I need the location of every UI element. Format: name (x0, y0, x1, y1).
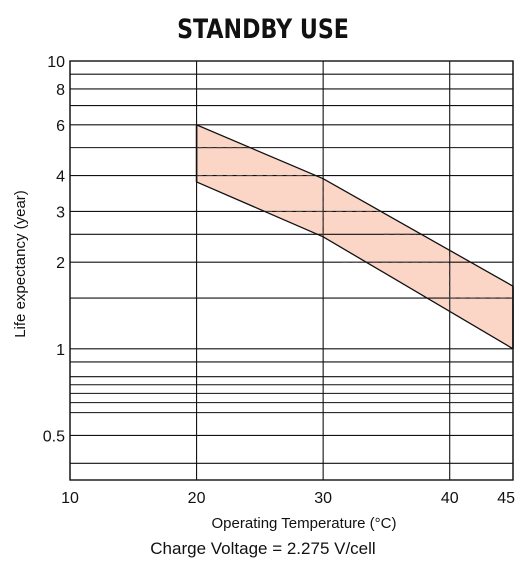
y-tick-label: 4 (56, 169, 65, 186)
x-tick-label: 40 (441, 490, 459, 507)
x-tick-label: 20 (188, 490, 206, 507)
reference-lines-layer (196, 147, 513, 312)
life-band (196, 124, 514, 349)
plot-frame (69, 60, 514, 481)
y-tick-label: 0.5 (43, 428, 65, 445)
chart-title: STANDBY USE (177, 14, 349, 45)
x-tick-label: 30 (314, 490, 332, 507)
y-tick-label: 1 (56, 342, 65, 359)
y-tick-label: 8 (56, 82, 65, 99)
x-axis-label: Operating Temperature (°C) (212, 515, 397, 532)
y-axis-label: Life expectancy (year) (12, 190, 29, 338)
life-band-layer (196, 124, 514, 349)
y-tick-label: 10 (47, 54, 65, 71)
x-tick-label: 10 (61, 490, 79, 507)
band-upper-edge (196, 124, 514, 287)
grid-layer (69, 60, 514, 481)
band-outline-layer (195, 124, 514, 350)
x-tick-label: 45 (497, 490, 515, 507)
y-tick-label: 3 (56, 204, 65, 221)
y-tick-label: 2 (56, 255, 65, 272)
chart-caption: Charge Voltage = 2.275 V/cell (150, 539, 376, 558)
band-lower-edge (196, 181, 514, 350)
y-tick-label: 6 (56, 118, 65, 135)
tick-label-layer: 0.5 1 2 3 4 6 8 10 10 20 30 40 45 (43, 54, 515, 507)
